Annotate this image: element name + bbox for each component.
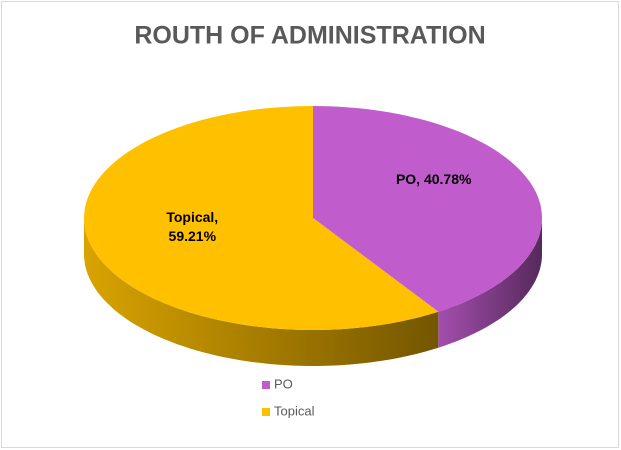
- data-label: Topical, 59.21%: [166, 209, 219, 245]
- pie-slice: [84, 106, 439, 330]
- legend-swatch: [262, 408, 270, 416]
- pie-slice: [313, 106, 542, 312]
- legend-swatch: [262, 381, 270, 389]
- data-label: PO, 40.78%: [395, 170, 472, 187]
- legend-label: PO: [274, 376, 293, 391]
- pie-slice-side: [438, 218, 542, 348]
- legend-label: Topical: [274, 403, 315, 418]
- chart-title: ROUTH OF ADMINISTRATION: [134, 22, 485, 50]
- pie-slice-side: [84, 218, 439, 366]
